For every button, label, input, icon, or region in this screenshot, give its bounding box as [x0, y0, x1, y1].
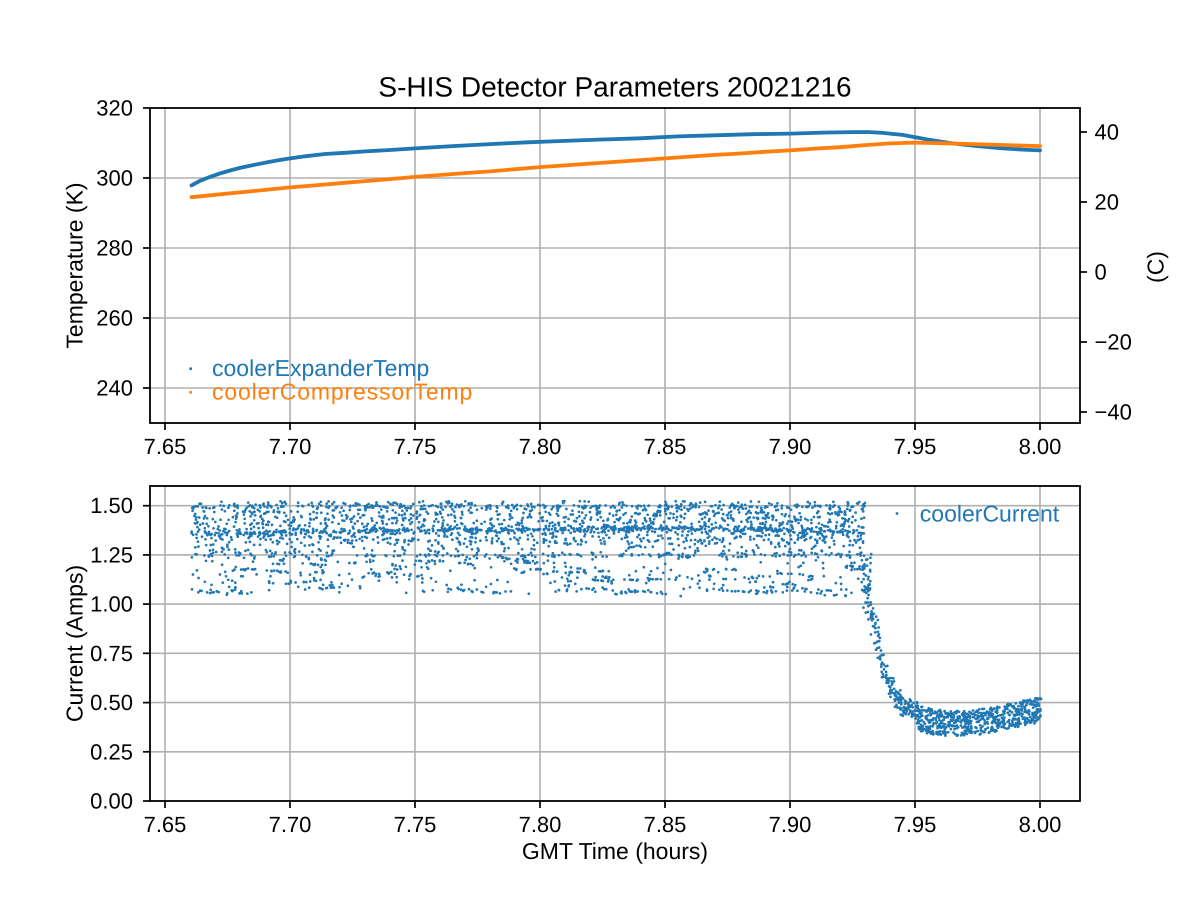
svg-text:GMT Time (hours): GMT Time (hours): [522, 838, 708, 864]
svg-text:S-HIS Detector Parameters 2002: S-HIS Detector Parameters 20021216: [378, 72, 851, 103]
svg-text:8.00: 8.00: [1019, 812, 1062, 837]
svg-text:7.85: 7.85: [644, 812, 687, 837]
svg-text:7.80: 7.80: [519, 812, 562, 837]
svg-text:240: 240: [96, 376, 133, 401]
svg-text:7.70: 7.70: [269, 434, 312, 459]
svg-text:7.75: 7.75: [394, 434, 437, 459]
svg-text:Temperature (K): Temperature (K): [62, 182, 88, 348]
svg-text:coolerCurrent: coolerCurrent: [920, 501, 1060, 527]
svg-text:(C): (C): [1142, 251, 1168, 283]
svg-text:320: 320: [96, 96, 133, 121]
svg-text:7.85: 7.85: [644, 434, 687, 459]
svg-text:7.75: 7.75: [394, 812, 437, 837]
svg-text:8.00: 8.00: [1019, 434, 1062, 459]
svg-text:7.95: 7.95: [894, 434, 937, 459]
svg-text:0.00: 0.00: [90, 789, 133, 814]
svg-text:7.80: 7.80: [519, 434, 562, 459]
svg-text:40: 40: [1095, 120, 1119, 145]
svg-text:coolerCompressorTemp: coolerCompressorTemp: [212, 378, 473, 404]
svg-text:0.25: 0.25: [90, 739, 133, 764]
svg-text:coolerExpanderTemp: coolerExpanderTemp: [212, 355, 429, 381]
svg-text:Current (Amps): Current (Amps): [62, 565, 88, 722]
svg-text:7.65: 7.65: [144, 812, 187, 837]
svg-text:1.50: 1.50: [90, 493, 133, 518]
svg-text:260: 260: [96, 306, 133, 331]
svg-text:−40: −40: [1095, 400, 1132, 425]
svg-text:−20: −20: [1095, 330, 1132, 355]
svg-text:300: 300: [96, 166, 133, 191]
svg-text:0.75: 0.75: [90, 641, 133, 666]
svg-text:0: 0: [1095, 260, 1107, 285]
svg-text:7.70: 7.70: [269, 812, 312, 837]
svg-text:1.25: 1.25: [90, 542, 133, 567]
svg-text:20: 20: [1095, 190, 1119, 215]
svg-text:7.90: 7.90: [769, 434, 812, 459]
svg-text:7.95: 7.95: [894, 812, 937, 837]
svg-text:0.50: 0.50: [90, 690, 133, 715]
svg-text:7.65: 7.65: [144, 434, 187, 459]
svg-text:7.90: 7.90: [769, 812, 812, 837]
svg-text:280: 280: [96, 236, 133, 261]
svg-text:1.00: 1.00: [90, 592, 133, 617]
